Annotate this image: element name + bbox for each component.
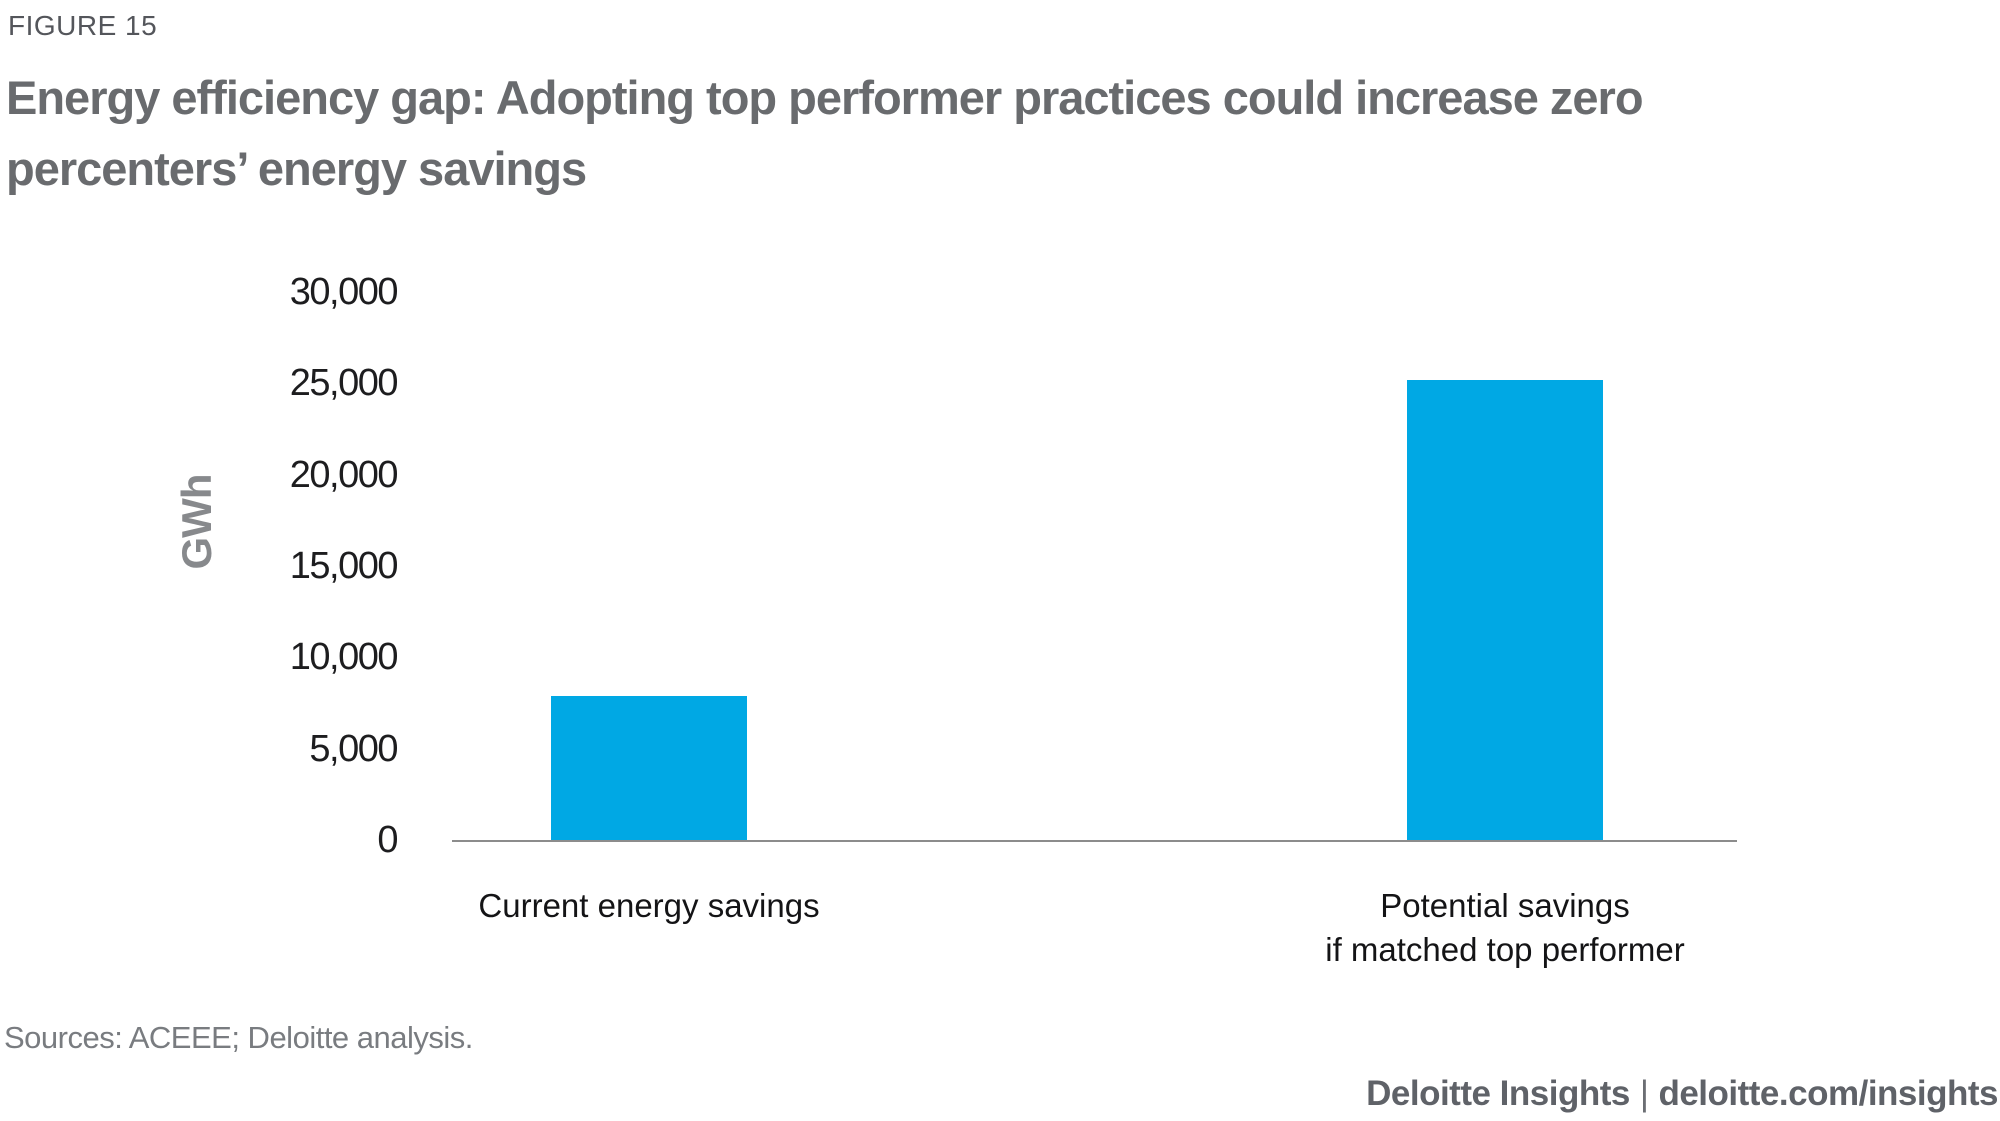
category-label-0: Current energy savings (478, 887, 820, 924)
y-tick-label: 0 (377, 819, 398, 861)
footer-brand: Deloitte Insights (1366, 1074, 1630, 1113)
bar-current-energy-savings (551, 695, 747, 840)
category-label-1: Potential savings if matched top perform… (1325, 887, 1685, 968)
bar-potential-savings (1407, 379, 1603, 840)
y-tick-label: 20,000 (289, 453, 399, 496)
footer-attribution: Deloitte Insights | deloitte.com/insights (1366, 1074, 1998, 1114)
y-tick-label: 5,000 (309, 727, 398, 770)
y-tick-label: 15,000 (289, 545, 399, 587)
x-axis-line (452, 840, 1737, 842)
figure-number-label: FIGURE 15 (8, 10, 158, 41)
footer-separator: | (1639, 1074, 1649, 1113)
y-tick-label: 10,000 (289, 636, 399, 679)
footer-link: deloitte.com/insights (1658, 1074, 1998, 1113)
y-tick-label: 30,000 (289, 271, 399, 313)
y-tick-label: 25,000 (289, 362, 399, 405)
chart-title: Energy efficiency gap: Adopting top perf… (6, 71, 1644, 195)
sources-note: Sources: ACEEE; Deloitte analysis. (4, 1020, 473, 1055)
